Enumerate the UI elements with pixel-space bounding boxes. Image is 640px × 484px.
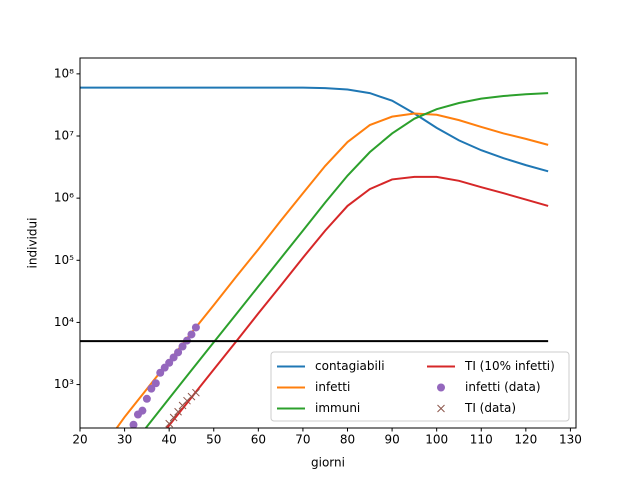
legend-label: TI (10% infetti) [464, 359, 555, 373]
data-point [192, 388, 200, 397]
legend: contagiabili infetti immuni TI (10% infetti… [270, 351, 570, 422]
x-tick-label: 100 [425, 433, 448, 447]
x-tick-label: 130 [559, 433, 582, 447]
y-tick-label: 10⁸ [54, 66, 74, 80]
data-point [165, 419, 174, 428]
legend-box [270, 351, 570, 422]
y-tick-label: 10⁴ [54, 315, 74, 329]
x-tick-label: 60 [251, 433, 266, 447]
x-tick-label: 40 [162, 433, 177, 447]
x-tick-label: 120 [514, 433, 537, 447]
data-point [174, 407, 182, 416]
x-tick-label: 30 [117, 433, 132, 447]
data-point [174, 348, 183, 357]
series-line [165, 175, 549, 428]
x-tick-label: 110 [470, 433, 493, 447]
y-tick-label: 10⁷ [54, 129, 74, 143]
data-point [151, 379, 160, 388]
data-point [129, 420, 138, 428]
x-tick-label: 90 [384, 433, 399, 447]
series-line [80, 86, 549, 173]
plot-area [80, 86, 549, 428]
data-point [142, 394, 151, 403]
data-point [191, 323, 200, 332]
data-point [169, 413, 178, 422]
legend-label: immuni [315, 401, 360, 415]
x-tick-label: 20 [72, 433, 87, 447]
data-point [165, 358, 174, 367]
y-axis-label: individui [26, 218, 40, 269]
data-point [178, 342, 187, 351]
x-tick-label: 50 [206, 433, 221, 447]
legend-swatch [437, 383, 445, 392]
data-point [138, 406, 147, 415]
data-point [147, 384, 156, 393]
data-point [187, 330, 196, 339]
legend-label: contagiabili [315, 359, 385, 373]
legend-swatch [437, 404, 445, 413]
legend-label: TI (data) [464, 401, 516, 415]
axes-frame [79, 57, 577, 429]
y-tick-label: 10⁵ [54, 253, 74, 267]
axes: 20 30 40 50 60 70 80 90 100 110 120 130 10³ 10⁴ 10⁵ 10⁶… [54, 66, 582, 446]
y-tick-label: 10³ [54, 377, 74, 391]
y-tick-label: 10⁶ [54, 191, 74, 205]
legend-label: infetti [315, 380, 350, 394]
x-axis-label: giorni [311, 456, 345, 470]
x-tick-label: 80 [340, 433, 355, 447]
legend-label: infetti (data) [465, 380, 541, 394]
x-tick-label: 70 [295, 433, 310, 447]
series-line [144, 92, 549, 428]
